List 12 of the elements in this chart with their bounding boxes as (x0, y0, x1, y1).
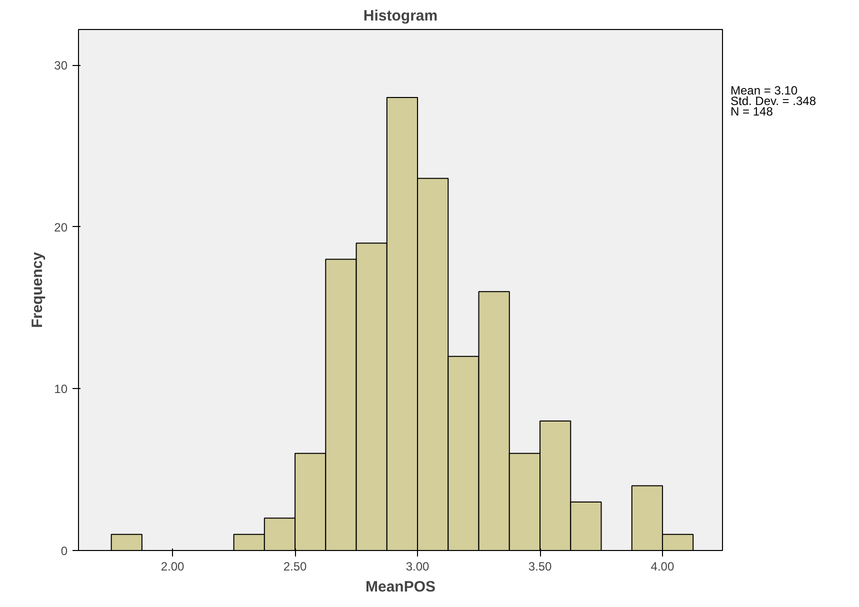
y-tick-label: 0 (60, 544, 68, 558)
x-axis-title: MeanPOS (365, 578, 436, 596)
y-tick-label: 20 (54, 220, 68, 234)
y-tick-label: 30 (54, 58, 68, 73)
chart-title: Histogram (363, 8, 438, 24)
x-tick-label: 2.50 (283, 560, 308, 574)
x-tick-label: 3.00 (406, 560, 430, 574)
x-tick-label: 2.00 (160, 560, 185, 574)
y-axis-title: Frequency (29, 251, 46, 328)
x-tick-label: 4.00 (650, 560, 674, 574)
x-tick-label: 3.50 (528, 560, 552, 574)
y-tick-label: 10 (54, 382, 68, 396)
